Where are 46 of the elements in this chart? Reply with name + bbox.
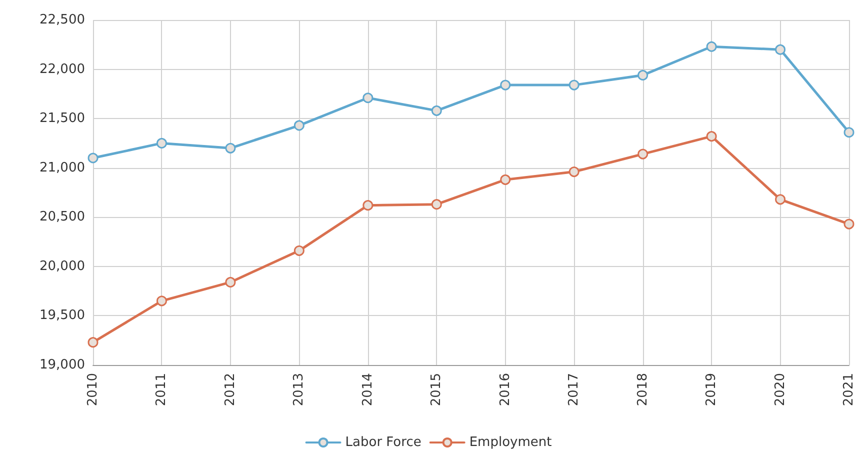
x-tick-label: 2010 — [86, 373, 100, 406]
point — [156, 296, 167, 306]
y-tick-label: 21,500 — [40, 111, 85, 126]
y-tick-label: 19,500 — [40, 308, 85, 324]
x-tick-label: 2017 — [566, 373, 582, 406]
y-tick-label: 19,000 — [40, 358, 85, 372]
point — [500, 174, 511, 185]
point — [775, 194, 786, 205]
point — [88, 152, 98, 164]
y-tick-label: 22,000 — [40, 62, 85, 77]
point — [844, 218, 854, 230]
x-tick-label: 2011 — [154, 373, 170, 406]
x-tick-label: 2018 — [635, 373, 650, 406]
point — [638, 70, 648, 80]
point — [844, 127, 854, 138]
point — [362, 200, 374, 211]
point — [568, 166, 580, 178]
y-tick-label: 21,000 — [40, 160, 85, 176]
point — [225, 142, 236, 154]
x-tick-label: 2020 — [772, 373, 788, 406]
x-tick-label: 2016 — [498, 373, 513, 406]
point — [294, 120, 304, 131]
point — [775, 44, 786, 55]
y-tick-label: 20,000 — [40, 258, 85, 274]
x-tick-label: 2015 — [429, 373, 444, 406]
point — [294, 245, 304, 256]
x-tick-label: 2012 — [222, 373, 238, 406]
legend-label: Labor Force — [345, 435, 422, 450]
x-tick-label: 2014 — [360, 373, 376, 406]
x-tick-label: 2013 — [292, 373, 307, 406]
point — [431, 199, 442, 210]
point — [706, 131, 717, 142]
point — [500, 80, 511, 90]
point — [225, 276, 236, 288]
point — [156, 138, 167, 148]
x-tick-label: 2019 — [704, 373, 720, 406]
legend-label: Employment — [469, 435, 552, 450]
point — [88, 337, 98, 348]
point — [638, 148, 648, 160]
y-tick-label: 22,500 — [40, 12, 85, 28]
point — [362, 92, 374, 104]
point — [706, 41, 717, 52]
point — [431, 105, 442, 116]
y-tick-label: 20,500 — [40, 210, 85, 225]
point — [568, 80, 580, 90]
x-tick-label: 2021 — [842, 373, 856, 406]
